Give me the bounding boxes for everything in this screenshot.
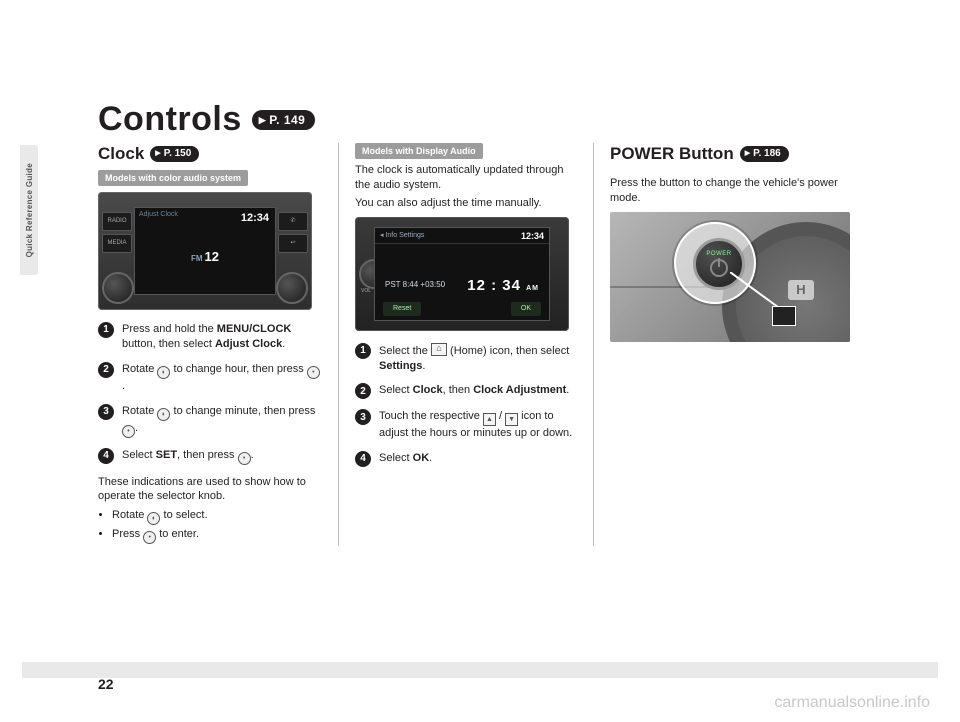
step-4: 4 Select SET, then press •. <box>98 448 322 465</box>
volume-knob <box>102 272 134 304</box>
back-hard-button: ↩ <box>278 234 308 253</box>
step-num-3: 3 <box>355 409 371 425</box>
screen-clock: 12:34 <box>241 211 269 226</box>
power-button-illustration: H POWER <box>610 212 850 342</box>
press-knob-icon: • <box>143 531 156 544</box>
press-knob-icon: • <box>307 366 320 379</box>
step-1: 1 Press and hold the MENU/CLOCK button, … <box>98 322 322 352</box>
step-3-text: Rotate ◐ to change minute, then press •. <box>122 404 322 438</box>
step-num-4: 4 <box>98 448 114 464</box>
step-4-text: Select OK. <box>379 451 577 467</box>
screen-time-row: PST 8:44 +03:50 12 : 34 AM <box>385 276 539 296</box>
timezone-offset: PST 8:44 +03:50 <box>385 280 445 291</box>
step-2: 2 Rotate ◐ to change hour, then press •. <box>98 362 322 394</box>
display-audio-intro-2: You can also adjust the time manually. <box>355 196 577 211</box>
step-num-3: 3 <box>98 404 114 420</box>
volume-label: VOL <box>361 288 371 295</box>
page-ref-clock: P. 150 <box>150 146 199 162</box>
power-heading: POWER Button P. 186 <box>610 143 852 166</box>
step-3: 3 Rotate ◐ to change minute, then press … <box>98 404 322 438</box>
step-2-text: Select Clock, then Clock Adjustment. <box>379 383 577 399</box>
screen-station: FM12 <box>191 248 219 266</box>
page-number: 22 <box>98 676 114 692</box>
clock-heading: Clock P. 150 <box>98 143 322 166</box>
step-num-4: 4 <box>355 451 371 467</box>
step-1-text: Select the (Home) icon, then select Sett… <box>379 343 577 374</box>
page-title-text: Controls <box>98 100 242 139</box>
bullet-press: Press • to enter. <box>112 527 322 544</box>
step-2-text: Rotate ◐ to change hour, then press •. <box>122 362 322 394</box>
footer-bar <box>22 662 938 678</box>
badge-color-audio: Models with color audio system <box>98 170 248 186</box>
power-text: Press the button to change the vehicle's… <box>610 176 852 206</box>
audio-screen: Adjust Clock 12:34 FM12 <box>134 207 276 295</box>
bullet-rotate: Rotate ◐ to select. <box>112 508 322 525</box>
page-ref-controls: P. 149 <box>252 110 316 130</box>
reset-soft-button: Reset <box>383 302 421 315</box>
step-3: 3 Touch the respective ▲ / ▼ icon to adj… <box>355 409 577 441</box>
step-4-text: Select SET, then press •. <box>122 448 322 465</box>
screen-buttons: Reset OK <box>383 302 541 315</box>
adjusting-clock: 12 : 34 AM <box>467 276 539 296</box>
col-clock-display-audio: Models with Display Audio The clock is a… <box>338 143 594 546</box>
col-power-button: POWER Button P. 186 Press the button to … <box>594 143 868 546</box>
page-title: Controls P. 149 <box>98 100 868 139</box>
step-2: 2 Select Clock, then Clock Adjustment. <box>355 383 577 399</box>
callout-target-box <box>772 306 796 326</box>
selector-bullets: Rotate ◐ to select. Press • to enter. <box>98 508 322 544</box>
badge-display-audio: Models with Display Audio <box>355 143 483 159</box>
side-tab-label: Quick Reference Guide <box>25 163 34 257</box>
step-1-text: Press and hold the MENU/CLOCK button, th… <box>122 322 322 352</box>
step-num-1: 1 <box>355 343 371 359</box>
display-audio-illustration: VOL ◂ Info Settings 12:34 PST 8:44 +03:5… <box>355 217 569 331</box>
watermark: carmanualsonline.info <box>774 694 930 712</box>
power-button-label: POWER <box>706 250 731 258</box>
page-ref-power: P. 186 <box>740 146 789 162</box>
step-1: 1 Select the (Home) icon, then select Se… <box>355 343 577 374</box>
press-knob-icon: • <box>122 425 135 438</box>
step-num-1: 1 <box>98 322 114 338</box>
screen-title: Adjust Clock <box>139 210 178 219</box>
press-knob-icon: • <box>238 452 251 465</box>
selector-note-text: These indications are used to show how t… <box>98 476 306 503</box>
media-hard-button: MEDIA <box>102 234 132 253</box>
step-num-2: 2 <box>98 362 114 378</box>
display-audio-intro-1: The clock is automatically updated throu… <box>355 163 577 193</box>
down-arrow-icon: ▼ <box>505 413 518 426</box>
col-clock-color-audio: Clock P. 150 Models with color audio sys… <box>98 143 338 546</box>
side-tab: Quick Reference Guide <box>20 145 38 275</box>
screen-status-clock: 12:34 <box>521 230 544 242</box>
up-arrow-icon: ▲ <box>483 413 496 426</box>
ok-soft-button: OK <box>511 302 541 315</box>
freq-label: 12 <box>205 249 219 264</box>
selector-note: These indications are used to show how t… <box>98 475 322 545</box>
band-label: FM <box>191 254 203 263</box>
rotate-knob-icon: ◐ <box>157 408 170 421</box>
rotate-knob-icon: ◐ <box>147 512 160 525</box>
columns: Clock P. 150 Models with color audio sys… <box>98 143 868 546</box>
audio-unit-color-illustration: RADIO MEDIA ✆ ↩ Adjust Clock 12:34 FM12 <box>98 192 312 310</box>
home-icon <box>431 343 447 356</box>
power-heading-text: POWER Button <box>610 143 734 166</box>
step-3-text: Touch the respective ▲ / ▼ icon to adjus… <box>379 409 577 441</box>
selector-knob <box>276 272 308 304</box>
step-4: 4 Select OK. <box>355 451 577 467</box>
clock-heading-text: Clock <box>98 143 144 166</box>
display-audio-screen: ◂ Info Settings 12:34 PST 8:44 +03:50 12… <box>374 227 550 321</box>
phone-hard-button: ✆ <box>278 212 308 231</box>
power-icon <box>710 259 728 277</box>
rotate-knob-icon: ◐ <box>157 366 170 379</box>
radio-hard-button: RADIO <box>102 212 132 231</box>
step-num-2: 2 <box>355 383 371 399</box>
